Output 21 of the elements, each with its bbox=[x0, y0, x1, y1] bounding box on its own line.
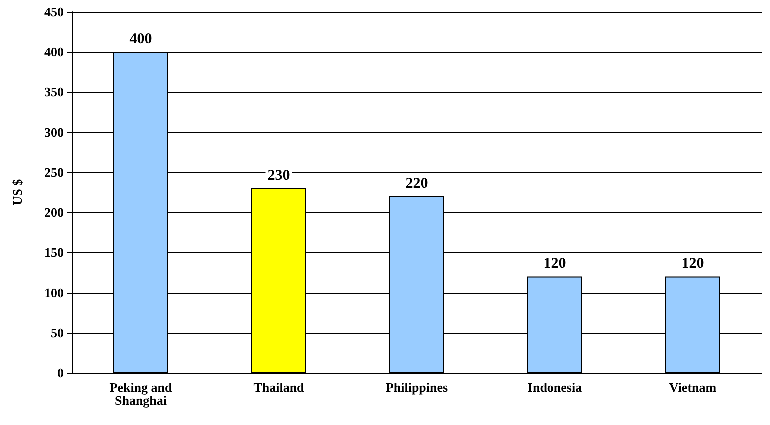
y-tick-label: 150 bbox=[44, 245, 64, 260]
x-tick-label: Thailand bbox=[254, 380, 306, 395]
y-tick-label: 0 bbox=[58, 366, 64, 380]
y-tick-label: 350 bbox=[44, 84, 64, 100]
data-label: 400 bbox=[130, 32, 152, 48]
data-label: 220 bbox=[406, 176, 428, 192]
y-tick-label: 50 bbox=[51, 325, 64, 340]
y-tick-label: 200 bbox=[44, 205, 64, 220]
y-tick-label: 250 bbox=[44, 164, 64, 180]
data-label: 120 bbox=[682, 256, 704, 272]
y-tick-label: 100 bbox=[44, 285, 64, 300]
x-tick-label: Vietnam bbox=[669, 380, 717, 395]
x-tick-label: Indonesia bbox=[528, 380, 583, 395]
data-label: 230 bbox=[268, 168, 290, 184]
data-label: 120 bbox=[544, 256, 566, 272]
x-tick-label: Peking and Shanghai bbox=[110, 380, 174, 408]
x-tick-label: Philippines bbox=[386, 380, 448, 395]
y-tick-label: 450 bbox=[44, 4, 64, 20]
y-tick-label: 400 bbox=[44, 44, 64, 60]
y-tick-label: 300 bbox=[44, 124, 64, 140]
y-axis-title: US $ bbox=[10, 178, 25, 206]
